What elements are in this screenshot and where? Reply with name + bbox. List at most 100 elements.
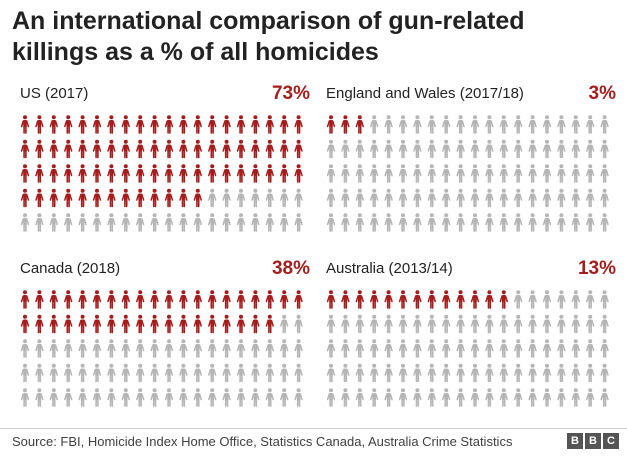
person-icon — [571, 388, 580, 407]
person-icon — [150, 115, 159, 134]
person-icon — [442, 388, 451, 407]
person-icon — [557, 363, 566, 383]
panel-percentage: 73% — [271, 83, 310, 104]
person-icon — [456, 139, 465, 159]
person-icon — [499, 164, 508, 183]
person-icon — [326, 115, 336, 134]
person-icon — [571, 213, 580, 232]
person-icon — [542, 388, 552, 407]
person-icon — [326, 388, 336, 407]
person-icon — [35, 314, 44, 334]
person-icon — [514, 139, 523, 159]
person-icon — [222, 164, 231, 183]
person-icon — [528, 363, 537, 383]
person-icon — [470, 115, 480, 134]
person-icon — [35, 139, 44, 159]
person-icon — [427, 139, 436, 159]
person-icon — [542, 115, 552, 134]
person-icon — [542, 314, 552, 334]
person-icon — [20, 339, 30, 358]
person-icon — [355, 188, 364, 208]
person-icon — [35, 339, 44, 358]
person-icon — [280, 388, 289, 407]
person-icon — [514, 164, 523, 183]
person-icon — [384, 188, 393, 208]
person-icon — [470, 164, 480, 183]
person-icon — [64, 314, 73, 334]
person-icon — [586, 290, 595, 309]
person-icon — [78, 314, 87, 334]
person-icon — [398, 164, 408, 183]
person-icon — [384, 213, 393, 232]
person-icon — [557, 164, 566, 183]
person-icon — [456, 339, 465, 358]
person-icon — [136, 363, 145, 383]
person-icon — [64, 213, 73, 232]
footer-divider — [0, 428, 627, 429]
person-icon — [370, 115, 379, 134]
person-icon — [64, 188, 73, 208]
person-icon — [92, 188, 102, 208]
person-icon — [49, 213, 58, 232]
panel-percentage: 3% — [588, 83, 616, 104]
person-icon — [514, 339, 523, 358]
person-icon — [92, 213, 102, 232]
person-icon — [470, 213, 480, 232]
person-icon — [236, 339, 246, 358]
panel-england-wales: England and Wales (2017/18) 3% — [326, 83, 616, 244]
person-icon — [398, 213, 408, 232]
person-icon — [384, 290, 393, 309]
person-icon — [179, 115, 188, 134]
person-icon — [586, 188, 595, 208]
person-icon — [49, 290, 58, 309]
person-icon — [78, 363, 87, 383]
person-icon — [179, 339, 188, 358]
person-icon — [49, 139, 58, 159]
person-icon — [442, 290, 451, 309]
person-icon — [442, 139, 451, 159]
person-icon — [442, 115, 451, 134]
person-icon — [222, 314, 231, 334]
person-icon — [150, 363, 159, 383]
person-icon — [121, 290, 130, 309]
person-icon — [470, 290, 480, 309]
person-icon — [427, 363, 436, 383]
person-icon — [413, 314, 422, 334]
person-icon — [413, 164, 422, 183]
person-icon — [136, 388, 145, 407]
person-icon — [236, 188, 246, 208]
person-icon — [542, 290, 552, 309]
person-icon — [208, 339, 217, 358]
person-icon — [528, 213, 537, 232]
person-icon — [121, 388, 130, 407]
person-icon — [35, 290, 44, 309]
person-icon — [136, 314, 145, 334]
person-icon — [222, 139, 231, 159]
person-icon — [64, 363, 73, 383]
person-icon — [164, 388, 174, 407]
person-icon — [193, 339, 202, 358]
person-icon — [265, 139, 274, 159]
person-icon — [398, 339, 408, 358]
person-icon — [280, 164, 289, 183]
person-icon — [222, 213, 231, 232]
person-icon — [600, 139, 609, 159]
person-icon — [294, 139, 303, 159]
person-icon — [341, 164, 350, 183]
person-icon — [326, 339, 336, 358]
person-icon — [384, 115, 393, 134]
person-icon — [251, 115, 260, 134]
person-icon — [427, 164, 436, 183]
person-icon — [499, 188, 508, 208]
person-icon — [280, 314, 289, 334]
person-icon — [78, 339, 87, 358]
person-icon — [514, 363, 523, 383]
panel-label: Australia (2013/14) — [326, 260, 453, 277]
person-icon — [557, 139, 566, 159]
person-icon — [64, 339, 73, 358]
person-icon — [586, 363, 595, 383]
panel-us: US (2017) 73% — [20, 83, 310, 244]
person-icon — [514, 188, 523, 208]
person-icon — [542, 213, 552, 232]
person-icon — [571, 188, 580, 208]
